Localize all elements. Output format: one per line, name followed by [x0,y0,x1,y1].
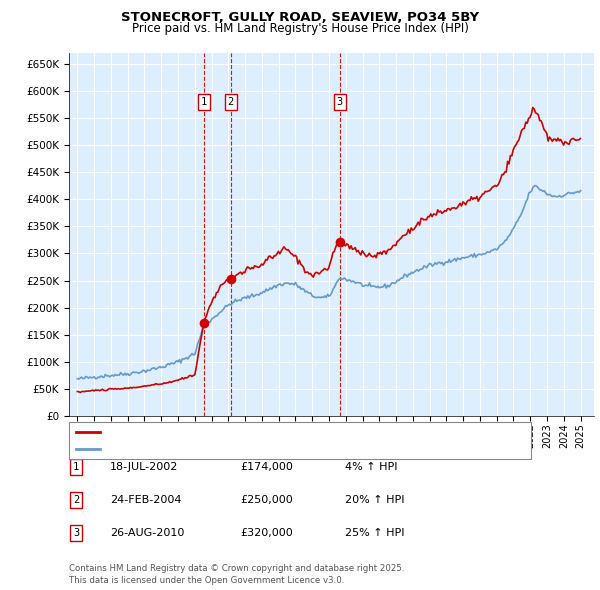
Text: £320,000: £320,000 [240,529,293,538]
Text: 20% ↑ HPI: 20% ↑ HPI [345,496,404,505]
Text: STONECROFT, GULLY ROAD, SEAVIEW, PO34 5BY (detached house): STONECROFT, GULLY ROAD, SEAVIEW, PO34 5B… [104,427,436,437]
Text: 24-FEB-2004: 24-FEB-2004 [110,496,181,505]
Text: 3: 3 [337,97,343,107]
Text: 2: 2 [228,97,234,107]
Text: STONECROFT, GULLY ROAD, SEAVIEW, PO34 5BY: STONECROFT, GULLY ROAD, SEAVIEW, PO34 5B… [121,11,479,24]
Text: 1: 1 [73,463,79,472]
Text: 2: 2 [73,496,79,505]
Text: Price paid vs. HM Land Registry's House Price Index (HPI): Price paid vs. HM Land Registry's House … [131,22,469,35]
Text: HPI: Average price, detached house, Isle of Wight: HPI: Average price, detached house, Isle… [104,444,350,454]
Text: 3: 3 [73,529,79,538]
Text: £174,000: £174,000 [240,463,293,472]
Text: 1: 1 [201,97,207,107]
Text: 25% ↑ HPI: 25% ↑ HPI [345,529,404,538]
Text: Contains HM Land Registry data © Crown copyright and database right 2025.
This d: Contains HM Land Registry data © Crown c… [69,565,404,585]
Text: 4% ↑ HPI: 4% ↑ HPI [345,463,398,472]
Text: £250,000: £250,000 [240,496,293,505]
Text: 26-AUG-2010: 26-AUG-2010 [110,529,184,538]
Text: 18-JUL-2002: 18-JUL-2002 [110,463,178,472]
